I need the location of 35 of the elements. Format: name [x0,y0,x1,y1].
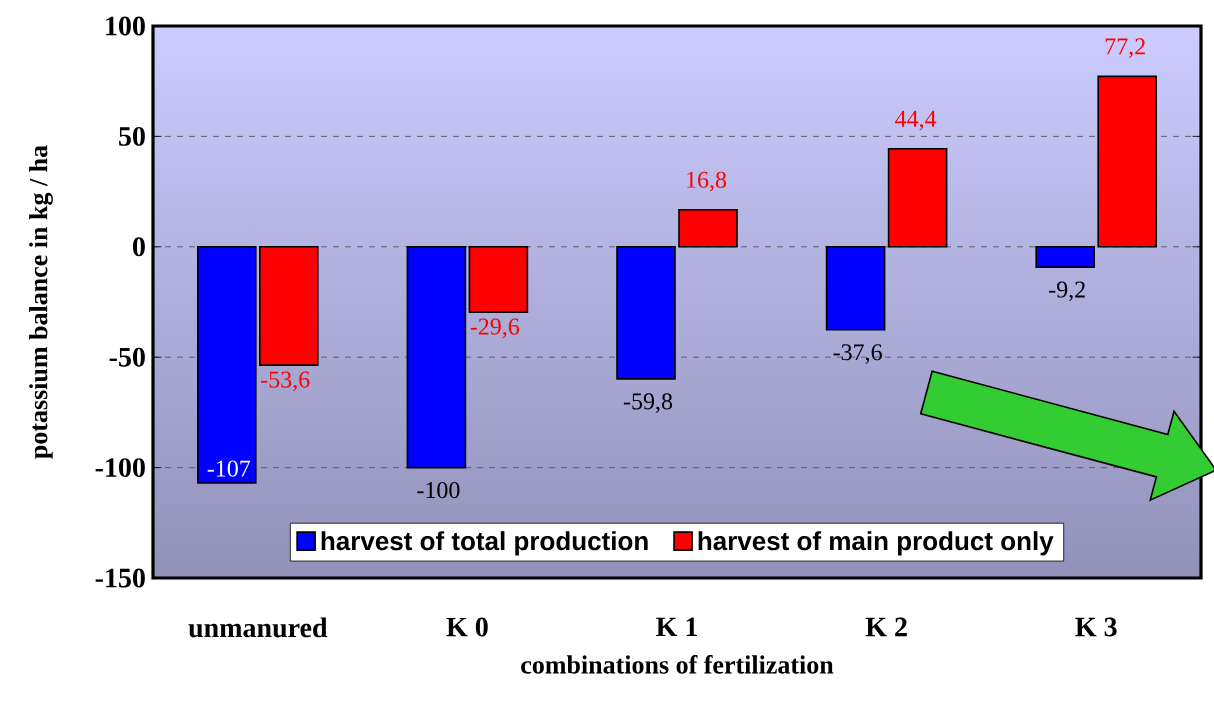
y-tick-label: 0 [133,237,145,257]
data-label: -37,6 [833,344,882,364]
bar [197,246,257,484]
data-label: -29,6 [470,318,520,339]
data-label: -9,2 [1049,281,1085,302]
y-tick-label: -150 [95,568,145,588]
x-tick-label: K 0 [446,617,488,637]
legend-label: harvest of total production [321,531,648,556]
x-tick-label: K 2 [865,617,907,637]
x-axis-title: combinations of fertilization [521,655,834,674]
bar [259,246,319,366]
data-label: 44,4 [895,110,937,131]
data-label: -53,6 [261,371,310,392]
data-label: -107 [207,460,251,477]
data-label: 77,2 [1105,38,1145,58]
bar [616,246,676,380]
bar [825,246,886,331]
bar [1097,75,1158,248]
bar [468,246,529,313]
legend-label: harvest of main product only [698,531,1054,556]
y-axis-title: potassium balance in kg / ha [29,145,53,459]
bar [406,246,467,469]
x-tick-label: K 3 [1075,617,1117,637]
y-tick-label: 50 [119,126,145,146]
data-label: -100 [417,482,460,499]
data-label: 16,8 [687,171,727,192]
y-tick-label: -50 [109,347,145,367]
bar [1035,246,1095,268]
data-label: -59,8 [623,393,673,413]
y-tick-label: 100 [106,16,145,36]
bar [887,147,948,248]
x-tick-label: unmanured [188,617,328,638]
y-tick-label: -100 [95,458,145,478]
x-tick-label: K 1 [656,617,697,637]
bar [678,208,738,248]
